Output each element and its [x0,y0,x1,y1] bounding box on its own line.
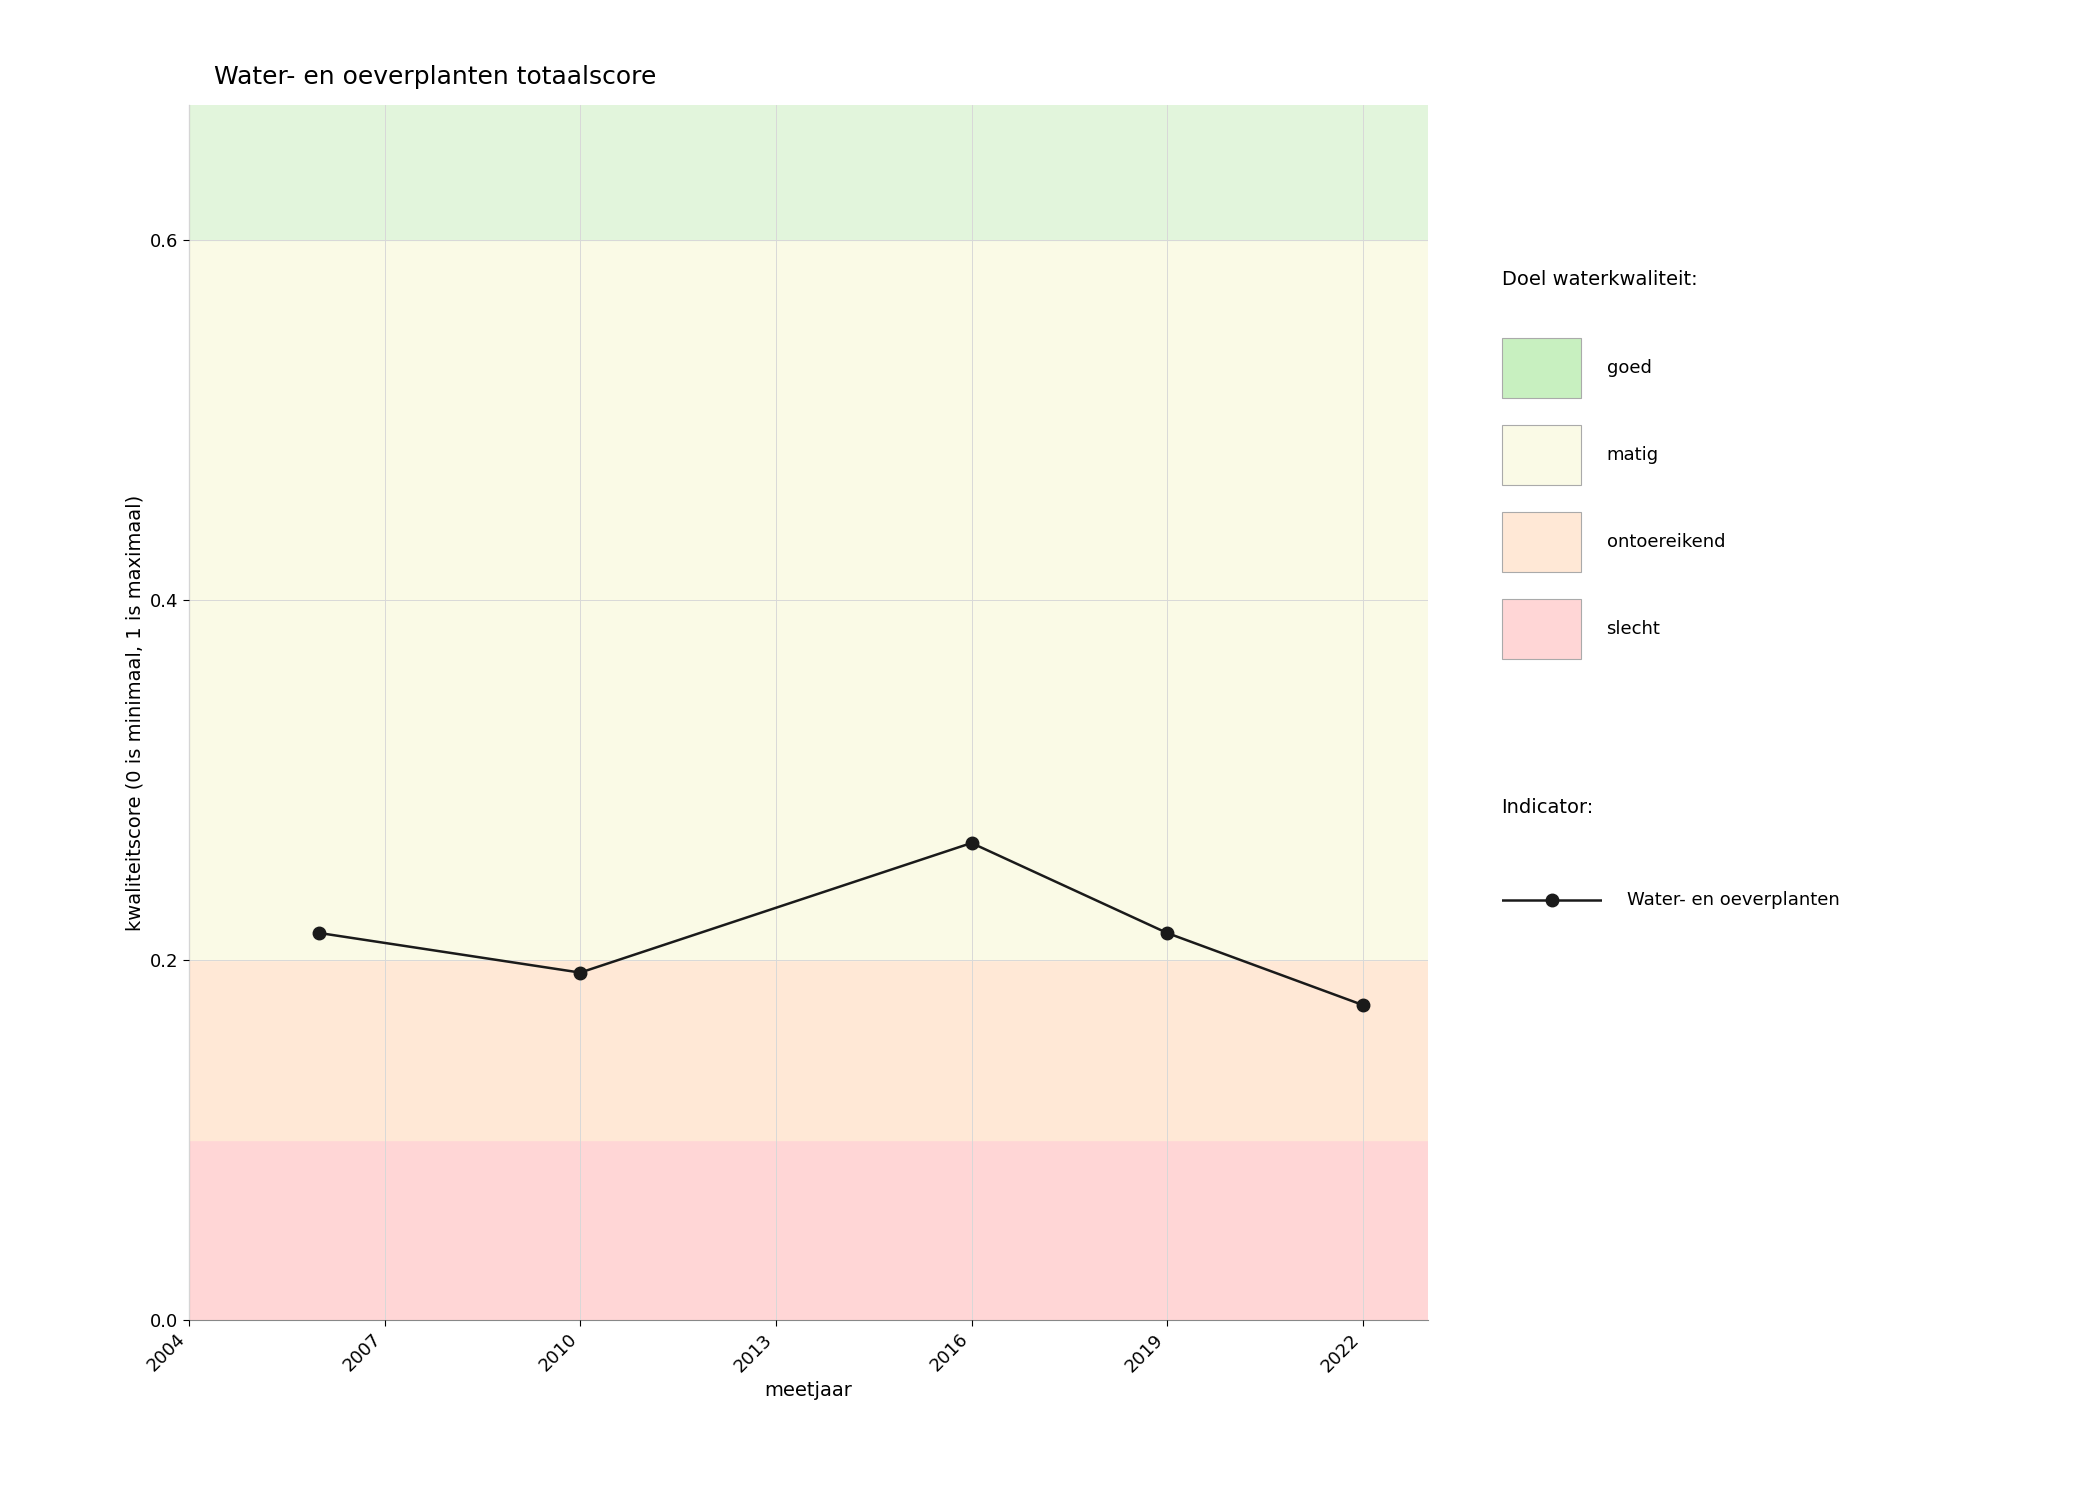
Text: Indicator:: Indicator: [1502,798,1594,818]
Text: goed: goed [1606,358,1651,376]
Y-axis label: kwaliteitscore (0 is minimaal, 1 is maximaal): kwaliteitscore (0 is minimaal, 1 is maxi… [126,495,145,930]
Text: Water- en oeverplanten totaalscore: Water- en oeverplanten totaalscore [214,64,655,88]
Text: ontoereikend: ontoereikend [1606,532,1724,550]
Bar [189,240,1428,960]
Text: Doel waterkwaliteit:: Doel waterkwaliteit: [1502,270,1697,290]
X-axis label: meetjaar: meetjaar [764,1382,853,1400]
Bar [189,1140,1428,1320]
Text: slecht: slecht [1606,620,1661,638]
Text: matig: matig [1606,446,1659,464]
Text: Water- en oeverplanten: Water- en oeverplanten [1628,891,1840,909]
Bar [189,105,1428,240]
Bar [189,960,1428,1140]
